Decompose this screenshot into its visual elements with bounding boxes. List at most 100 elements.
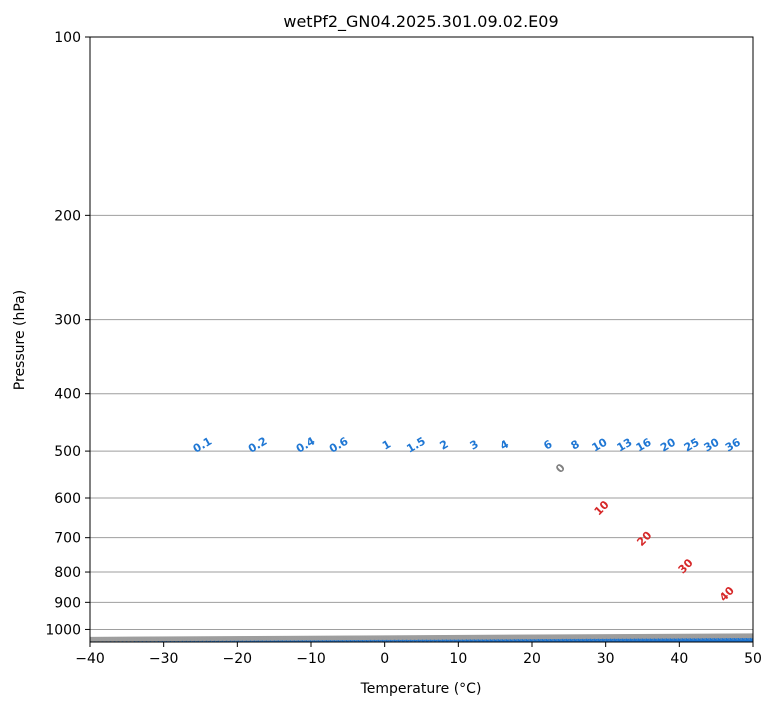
mixing-ratio-line xyxy=(436,639,753,642)
mixing-ratio-label: 0.4 xyxy=(294,434,318,455)
mixing-ratio-label: 6 xyxy=(541,437,554,452)
y-tick-label: 1000 xyxy=(45,622,81,638)
mixing-ratio-line xyxy=(522,640,753,642)
isotherm-line xyxy=(90,637,753,642)
isotherm-line xyxy=(310,639,753,642)
moist-adiabat xyxy=(616,640,753,642)
y-tick-label: 400 xyxy=(54,387,81,403)
x-tick-label: −30 xyxy=(149,651,179,667)
mixing-ratio-label: 13 xyxy=(615,436,635,455)
moist-adiabat xyxy=(473,640,753,642)
mixing-ratio-line xyxy=(365,639,753,642)
mixing-ratio-label: 4 xyxy=(498,437,511,452)
moist-adiabat xyxy=(388,639,753,642)
mixing-ratio-label: 0.2 xyxy=(246,435,269,456)
moist-adiabat xyxy=(360,639,753,642)
isotherm-line xyxy=(90,637,753,642)
isotherm-line xyxy=(531,640,753,642)
mixing-ratio-label: 0.1 xyxy=(191,435,214,456)
isotherm-line xyxy=(90,638,753,642)
isotherm-line xyxy=(90,633,753,639)
moist-adiabat-label: 20 xyxy=(634,529,654,549)
isotherm-line xyxy=(605,640,753,642)
x-tick-label: 40 xyxy=(670,651,688,667)
mixing-ratio-line xyxy=(90,637,753,642)
x-axis-title: Temperature (°C) xyxy=(360,681,482,697)
mixing-ratio-label: 1.5 xyxy=(404,435,427,456)
mixing-ratio-line xyxy=(645,640,753,642)
dry-adiabat xyxy=(562,640,753,642)
mixing-ratio-label: 10 xyxy=(590,435,610,454)
moist-adiabat xyxy=(645,640,753,642)
mixing-ratio-line xyxy=(622,640,753,642)
moist-adiabat xyxy=(559,640,753,642)
axis-layer: −40 −30 −20 −10 0 10 20 30 40 5010020030040050060… xyxy=(45,30,762,667)
dry-adiabat xyxy=(487,640,753,642)
mixing-ratio-line xyxy=(262,638,753,642)
x-tick-label: 50 xyxy=(744,651,762,667)
mixing-ratio-line xyxy=(572,640,753,642)
grid-layer xyxy=(90,37,753,642)
mixing-ratio-label: 8 xyxy=(569,438,582,453)
dry-adiabat xyxy=(636,640,753,642)
mixing-ratio-label: 0.6 xyxy=(327,434,351,455)
isotherm-line xyxy=(163,638,753,642)
moist-adiabat-label: 30 xyxy=(676,556,696,576)
x-tick-label: −10 xyxy=(296,651,326,667)
y-tick-label: 700 xyxy=(54,531,81,547)
y-tick-label: 500 xyxy=(54,444,81,460)
mixing-ratio-label: 25 xyxy=(682,436,702,455)
x-tick-label: −20 xyxy=(223,651,253,667)
moist-adiabat-label: 0 xyxy=(553,461,568,476)
y-tick-label: 900 xyxy=(54,595,81,611)
dry-adiabat xyxy=(263,638,753,642)
dry-adiabat xyxy=(188,638,753,642)
isotherm-line xyxy=(90,633,753,638)
mixing-ratio-line xyxy=(299,639,753,642)
isotherm-line xyxy=(90,636,753,641)
y-tick-label: 300 xyxy=(54,313,81,329)
mixing-ratio-label: 1 xyxy=(380,438,393,453)
isotherm-line xyxy=(90,634,753,640)
mixing-ratio-label: 3 xyxy=(468,438,481,453)
mixing-ratio-line xyxy=(131,638,753,642)
moist-adiabat xyxy=(417,639,753,642)
mixing-ratio-line xyxy=(218,638,753,642)
label-layer: -100-90-80-70-60-50-40-30-20-100.10.20.4… xyxy=(191,434,743,604)
moist-adiabat xyxy=(331,639,753,642)
isotherm-line xyxy=(90,635,753,640)
x-tick-label: 20 xyxy=(523,651,541,667)
dry-adiabat xyxy=(338,639,753,642)
isotherm-line xyxy=(90,634,753,640)
mixing-ratio-line xyxy=(185,638,753,642)
mixing-ratio-line xyxy=(394,639,753,642)
dry-adiabat xyxy=(412,639,753,642)
moist-adiabat-label: 10 xyxy=(592,498,612,518)
moist-adiabat xyxy=(703,641,753,642)
isotherm-line xyxy=(384,639,753,642)
isotherm-line xyxy=(679,641,753,642)
mixing-ratio-line xyxy=(467,639,753,642)
isotherm-line xyxy=(90,634,753,639)
isotherm-line xyxy=(458,639,753,642)
moist-adiabat xyxy=(445,639,753,642)
y-tick-label: 600 xyxy=(54,491,81,507)
mixing-ratio-label: 36 xyxy=(723,435,743,454)
isotherm-line xyxy=(237,638,753,642)
isotherm-line xyxy=(90,636,753,642)
mixing-ratio-label: 20 xyxy=(658,435,678,454)
mixing-ratio-label: 16 xyxy=(634,435,654,454)
mixing-ratio-line xyxy=(546,640,753,642)
chart-title: wetPf2_GN04.2025.301.09.02.E09 xyxy=(283,12,558,32)
moist-adiabat-label: 40 xyxy=(717,584,737,604)
moist-adiabat xyxy=(502,640,753,642)
mixing-ratio-line xyxy=(492,640,753,642)
mixing-ratio-line xyxy=(599,640,753,642)
moist-adiabat xyxy=(530,640,753,642)
y-tick-label: 100 xyxy=(54,30,81,46)
mixing-ratio-line xyxy=(326,639,753,642)
x-tick-label: −40 xyxy=(75,651,105,667)
plot-frame xyxy=(89,36,754,643)
